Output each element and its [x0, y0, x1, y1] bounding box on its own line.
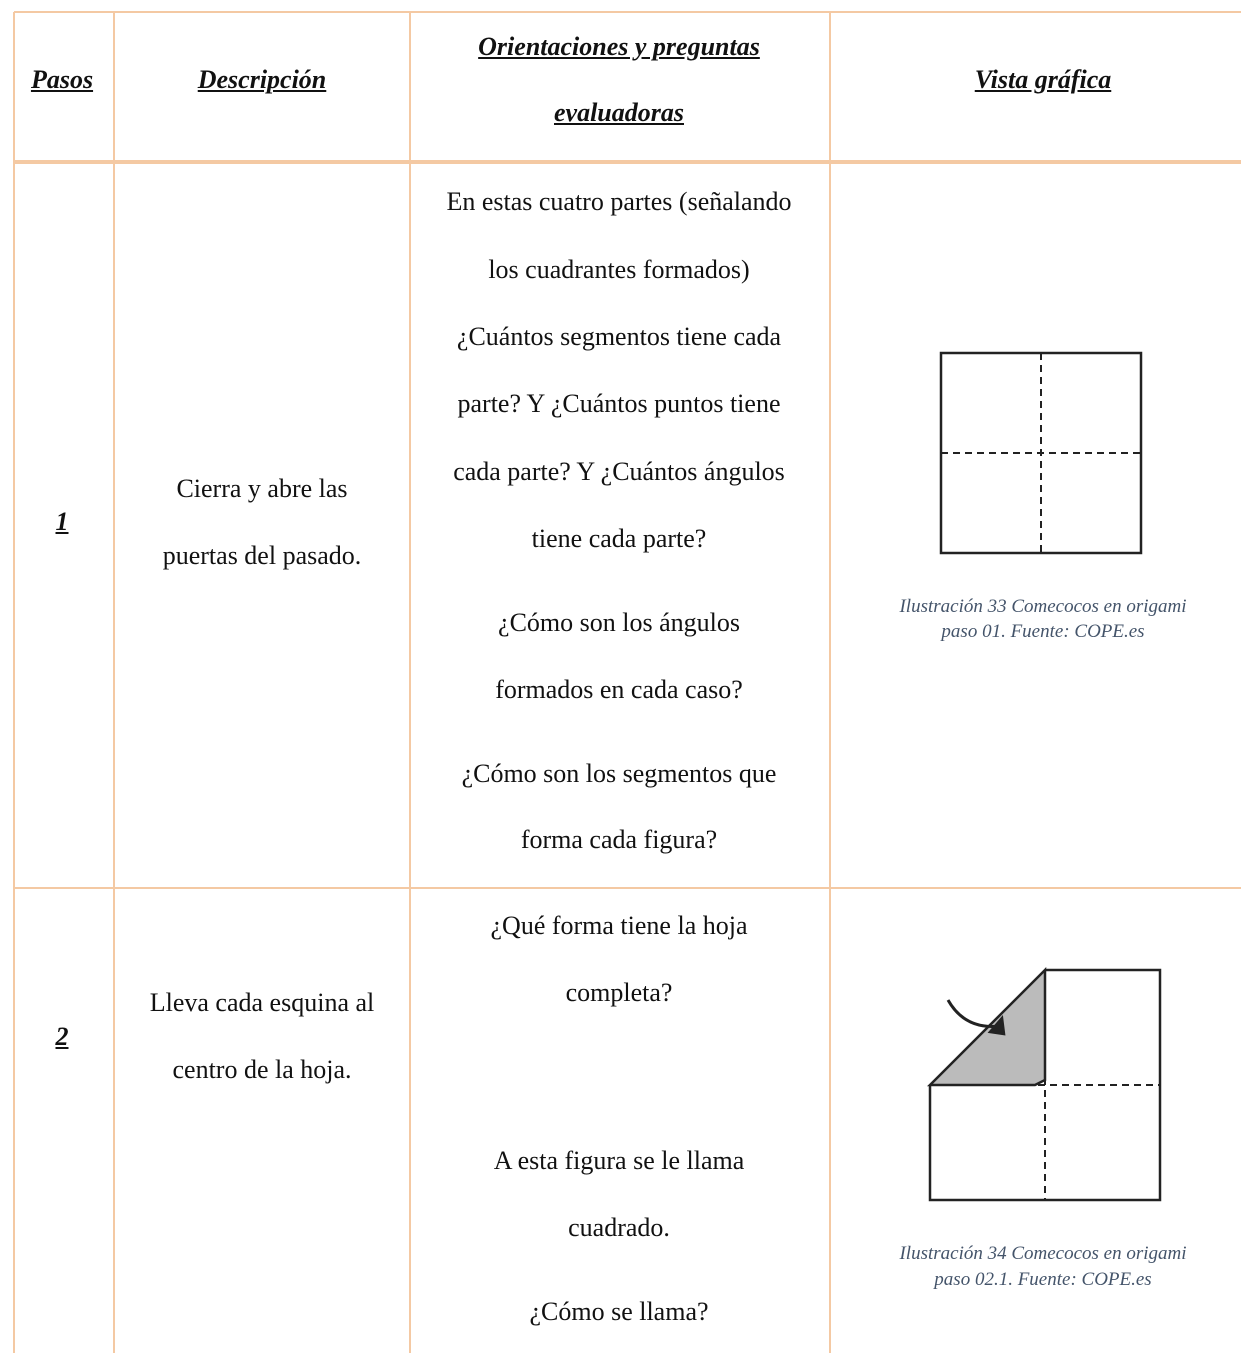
question: ¿Cuántos segmentos tiene cada: [456, 322, 782, 351]
question: A esta figura se le llama: [493, 1146, 745, 1175]
question: ¿Cómo se llama?: [529, 1297, 709, 1326]
description: puertas del pasado.: [162, 541, 362, 570]
header-cell: Orientaciones y preguntas: [478, 32, 760, 61]
question: En estas cuatro partes (señalando: [446, 187, 792, 216]
header-cell: Descripción: [197, 65, 327, 94]
description: centro de la hoja.: [172, 1055, 352, 1084]
origami-step-1: [939, 351, 1143, 555]
caption: paso 02.1. Fuente: COPE.es: [934, 1269, 1152, 1290]
question: cada parte? Y ¿Cuántos ángulos: [453, 457, 785, 486]
question: cuadrado.: [568, 1213, 670, 1242]
question: ¿Cómo son los ángulos: [498, 608, 740, 637]
question: completa?: [565, 978, 673, 1007]
question: ¿Cómo son los segmentos que: [461, 759, 777, 788]
question: los cuadrantes formados): [488, 255, 750, 284]
question: forma cada figura?: [520, 825, 718, 854]
header-cell: Vista gráfica: [974, 65, 1112, 94]
origami-step-2: [926, 966, 1162, 1202]
question: parte? Y ¿Cuántos puntos tiene: [457, 389, 781, 418]
step-number: 2: [55, 1022, 69, 1051]
header-cell: evaluadoras: [554, 98, 684, 127]
caption: Ilustración 34 Comecocos en origami: [899, 1243, 1187, 1264]
question: tiene cada parte?: [531, 524, 707, 553]
description: Cierra y abre las: [176, 474, 348, 503]
step-number: 1: [55, 507, 69, 536]
caption: paso 01. Fuente: COPE.es: [941, 621, 1145, 642]
question: formados en cada caso?: [495, 675, 743, 704]
caption: Ilustración 33 Comecocos en origami: [899, 596, 1187, 617]
header-cell: Pasos: [30, 65, 94, 94]
question: ¿Qué forma tiene la hoja: [490, 911, 748, 940]
description: Lleva cada esquina al: [149, 988, 375, 1017]
